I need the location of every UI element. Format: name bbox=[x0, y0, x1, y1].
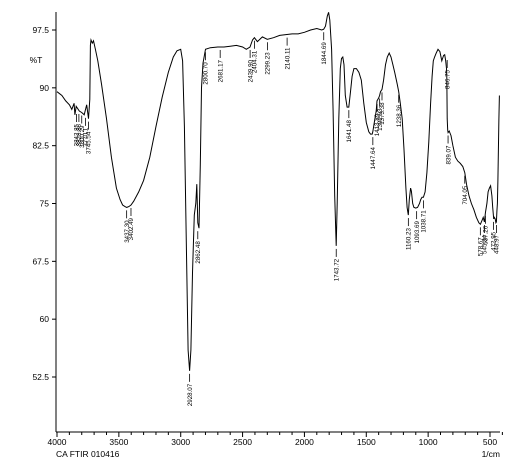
peak-value: 3745.54 bbox=[86, 131, 93, 154]
peak-label: 3823.86 bbox=[76, 113, 83, 146]
y-tick-label: 67.5 bbox=[32, 256, 49, 266]
peak-value: 1038.71 bbox=[421, 210, 428, 233]
x-tick-label: 2500 bbox=[233, 437, 252, 447]
peak-label: 1160.23 bbox=[406, 218, 413, 250]
peak-label: 1844.69 bbox=[321, 32, 328, 65]
peak-value: 3800.29 bbox=[79, 125, 86, 148]
peak-label: 3842.85 bbox=[74, 113, 81, 146]
peak-label: 537.26 bbox=[483, 215, 490, 245]
peak-value: 578.67 bbox=[478, 237, 485, 256]
peak-value: 1093.69 bbox=[414, 221, 421, 244]
peak-value: 839.07 bbox=[445, 145, 452, 164]
peak-value: 3770.1 bbox=[83, 127, 90, 146]
peak-value: 1844.69 bbox=[321, 42, 328, 65]
peak-value: 448.97 bbox=[494, 234, 501, 253]
peak-label: 839.07 bbox=[445, 135, 452, 165]
peak-label: 3402.49 bbox=[128, 208, 135, 240]
peak-value: 3823.86 bbox=[76, 123, 83, 146]
peak-value: 3402.49 bbox=[128, 217, 135, 240]
peak-label: 2404.31 bbox=[252, 40, 259, 73]
y-tick-label: 97.5 bbox=[32, 25, 49, 35]
peak-label: 1392.93 bbox=[377, 98, 384, 131]
y-tick-label: 60 bbox=[40, 314, 50, 324]
axes bbox=[55, 12, 500, 433]
peak-label: 2928.07 bbox=[187, 373, 194, 406]
peak-value: 1392.93 bbox=[377, 108, 384, 131]
peak-label: 545.84 bbox=[482, 225, 489, 254]
x-tick-label: 1000 bbox=[419, 437, 438, 447]
peak-value: 545.84 bbox=[482, 234, 489, 253]
peak-label: 1038.71 bbox=[421, 200, 428, 233]
y-axis-ticks: 97.5 90 82.5 75 67.5 60 52.5 bbox=[32, 25, 56, 382]
x-tick-label: 2000 bbox=[295, 437, 314, 447]
peak-label: 3800.29 bbox=[79, 115, 86, 148]
peak-label: 578.67 bbox=[478, 227, 485, 256]
peak-label: 1413.89 bbox=[374, 103, 381, 136]
peak-value: 1447.64 bbox=[370, 147, 377, 170]
peak-label: 1641.48 bbox=[346, 110, 353, 142]
peak-value: 846.75 bbox=[444, 69, 451, 88]
peak-label: 2800.70 bbox=[203, 52, 210, 85]
peak-label: 1238.36 bbox=[396, 94, 403, 127]
peak-label: 448.97 bbox=[494, 225, 501, 254]
peak-value: 1743.72 bbox=[333, 258, 340, 281]
peak-value: 2928.07 bbox=[187, 383, 194, 406]
peak-label: 2299.23 bbox=[265, 42, 272, 75]
peak-value: 3842.85 bbox=[74, 123, 81, 146]
peak-label: 2681.17 bbox=[217, 49, 224, 82]
x-tick-label: 4000 bbox=[48, 437, 67, 447]
peak-value: 2299.23 bbox=[265, 52, 272, 75]
peak-value: 2439.90 bbox=[247, 59, 254, 82]
peak-value: 472.95 bbox=[491, 231, 498, 250]
peak-label: 3745.54 bbox=[86, 121, 93, 154]
peak-label: 2140.11 bbox=[284, 37, 291, 70]
peak-label: 3770.1 bbox=[83, 117, 90, 147]
peak-value: 704.05 bbox=[462, 185, 469, 204]
peak-label: 1447.64 bbox=[370, 137, 377, 169]
peak-label: 704.05 bbox=[462, 175, 469, 205]
x-axis-ticks: 4000 3500 3000 2500 2000 1500 1000 500 bbox=[48, 432, 503, 447]
peak-value: 2862.48 bbox=[195, 241, 202, 264]
peak-value: 1160.23 bbox=[406, 228, 413, 250]
x-axis-unit: 1/cm bbox=[482, 449, 500, 459]
peak-label: 472.95 bbox=[491, 221, 498, 251]
peak-label: 1093.69 bbox=[414, 211, 421, 243]
peak-label: 2862.48 bbox=[195, 231, 202, 264]
peak-label: 3437.30 bbox=[124, 210, 131, 243]
peak-value: 2140.11 bbox=[284, 47, 291, 69]
peak-value: 3437.30 bbox=[124, 220, 131, 243]
spectrum-line bbox=[56, 12, 500, 371]
y-axis-label: %T bbox=[30, 55, 43, 65]
peak-value: 1413.89 bbox=[374, 113, 381, 136]
chart-footer: CA FTIR 010416 bbox=[56, 449, 120, 459]
y-tick-label: 82.5 bbox=[32, 141, 49, 151]
peak-value: 2681.17 bbox=[217, 59, 224, 82]
peak-value: 1641.48 bbox=[346, 120, 353, 143]
peak-value: 1373.38 bbox=[379, 102, 386, 125]
y-tick-label: 75 bbox=[40, 199, 50, 209]
x-tick-label: 3000 bbox=[171, 437, 190, 447]
peak-value: 2800.70 bbox=[203, 62, 210, 85]
peak-value: 1238.36 bbox=[396, 104, 403, 127]
peak-label: 2439.90 bbox=[247, 49, 254, 82]
peak-value: 537.26 bbox=[483, 225, 490, 244]
peak-label: 846.75 bbox=[444, 59, 451, 89]
peak-label: 1373.38 bbox=[379, 92, 386, 125]
peak-value: 2404.31 bbox=[252, 50, 259, 73]
x-tick-label: 500 bbox=[483, 437, 497, 447]
x-tick-label: 3500 bbox=[109, 437, 128, 447]
y-tick-label: 90 bbox=[40, 83, 50, 93]
y-tick-label: 52.5 bbox=[32, 372, 49, 382]
peak-label: 1743.72 bbox=[333, 248, 340, 281]
x-tick-label: 1500 bbox=[357, 437, 376, 447]
